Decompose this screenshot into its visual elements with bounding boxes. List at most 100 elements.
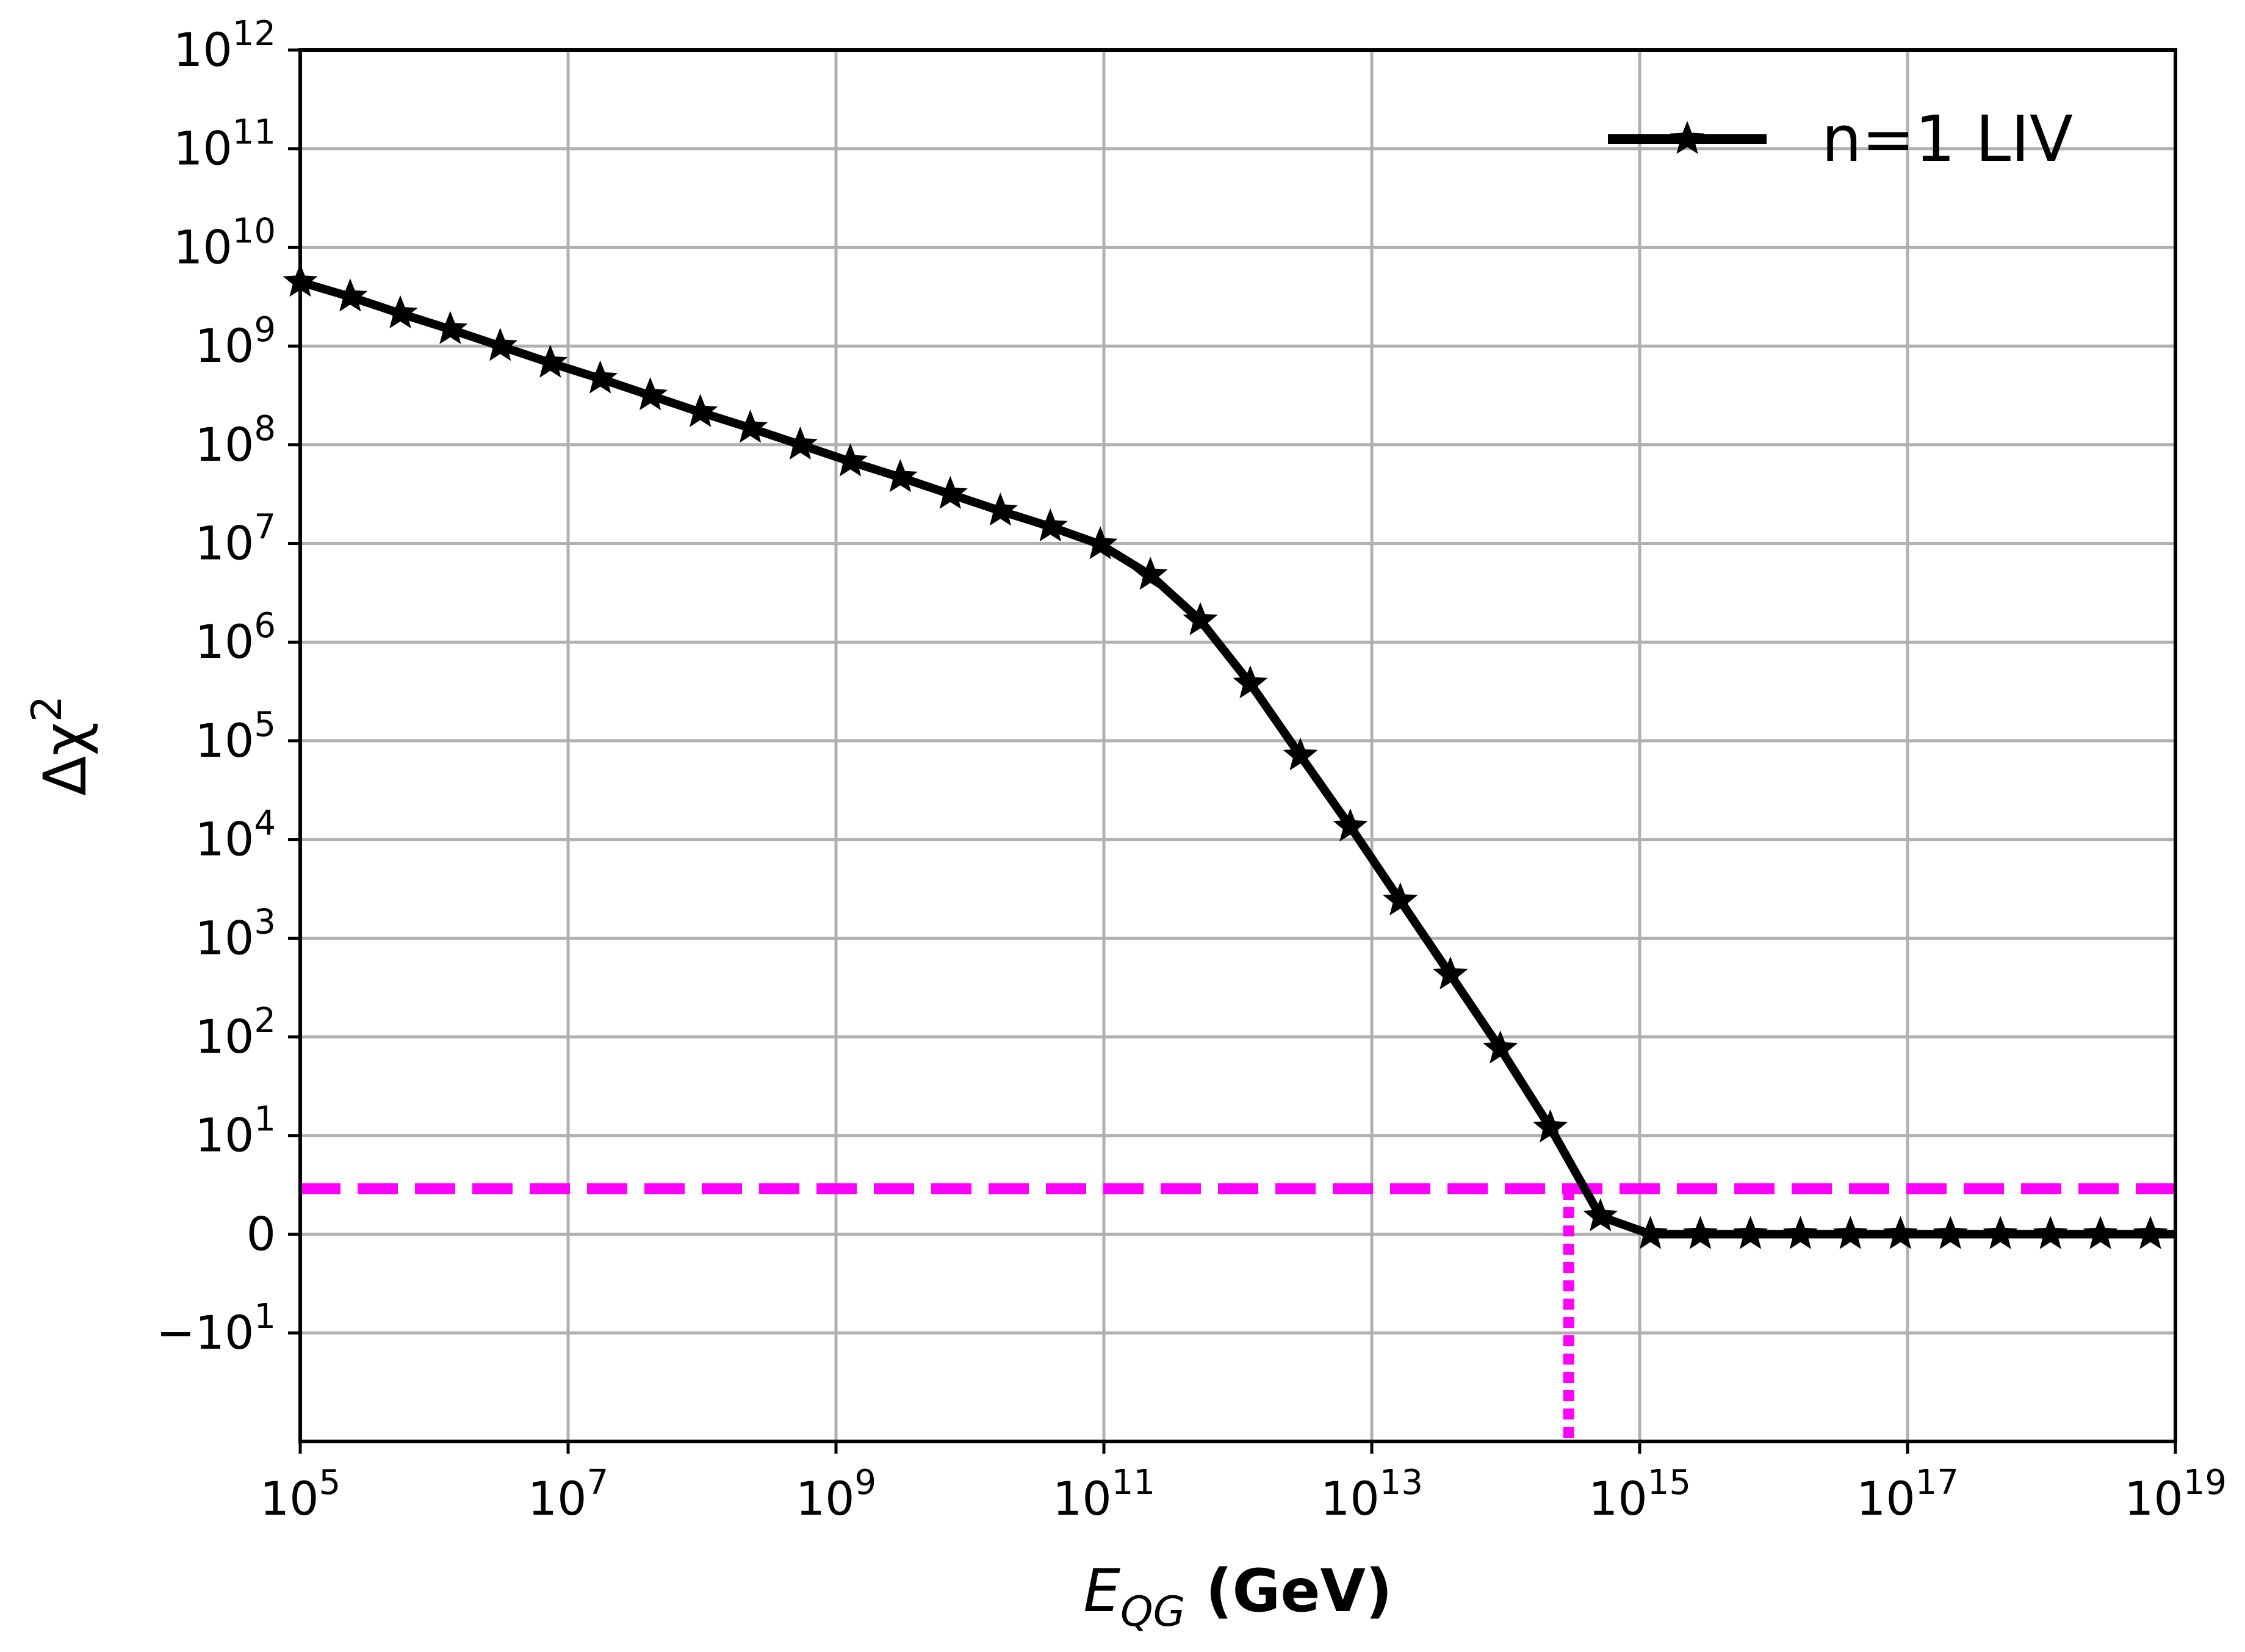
- data-point-marker: [1533, 1109, 1568, 1143]
- data-point-marker: [1832, 1216, 1868, 1249]
- y-tick-label: 102: [195, 1001, 276, 1064]
- data-point-marker: [2083, 1216, 2118, 1249]
- x-tick-label-base: 10: [1321, 1471, 1380, 1526]
- legend-marker: [1670, 121, 1705, 154]
- x-axis-tick-labels: 105 107 109 1011 1013 1015 1017 1019: [260, 1463, 2227, 1526]
- x-tick-label-exponent: 11: [1112, 1463, 1155, 1502]
- data-point-marker: [932, 475, 968, 509]
- legend-label: n=1 LIV: [1822, 102, 2073, 176]
- data-point-marker: [1682, 1216, 1718, 1249]
- y-axis-title-main: Δχ: [31, 722, 99, 796]
- y-tick-label-exponent: 6: [254, 606, 276, 646]
- y-tick-label: 105: [195, 705, 276, 768]
- y-tick-label-base: 10: [195, 911, 254, 965]
- y-axis-title: Δχ2: [23, 696, 99, 796]
- y-tick-label-base: 10: [195, 1305, 254, 1360]
- legend: n=1 LIV: [1608, 102, 2073, 176]
- x-tick-label-base: 10: [1053, 1471, 1112, 1526]
- data-point-marker: [483, 328, 518, 361]
- data-point-marker: [1333, 808, 1368, 842]
- data-point-marker: [1083, 526, 1118, 560]
- data-point-marker: [1933, 1216, 1968, 1249]
- plot-frame: [298, 48, 2177, 1443]
- data-point-marker: [1233, 665, 1268, 699]
- y-tick-label-base: 10: [195, 319, 254, 373]
- y-tick-label-exponent: 8: [254, 409, 276, 449]
- axis-titles: EQG (GeV)Δχ2: [23, 696, 1393, 1636]
- x-axis-title-unit: (GeV): [1185, 1557, 1392, 1625]
- data-point-marker: [782, 426, 818, 460]
- y-tick-label: 1010: [173, 211, 276, 274]
- y-tick-label-exponent: 1: [254, 1100, 276, 1139]
- data-point-marker: [1183, 602, 1218, 635]
- x-tick-label: 1011: [1053, 1463, 1155, 1526]
- data-point-marker: [1133, 557, 1168, 590]
- x-tick-label-exponent: 19: [2183, 1463, 2227, 1502]
- data-point-marker: [1583, 1198, 1618, 1232]
- y-tick-label-exponent: 12: [232, 14, 276, 54]
- y-tick-label: 109: [195, 310, 276, 373]
- data-point-marker: [1733, 1216, 1768, 1249]
- data-point-marker: [433, 311, 468, 344]
- data-point-marker: [1983, 1216, 2018, 1249]
- series-layer: [283, 264, 2175, 1249]
- data-point-marker: [982, 492, 1018, 526]
- data-point-marker: [383, 295, 418, 328]
- x-axis-title-symbol: E: [1083, 1557, 1120, 1625]
- x-tick-label: 1015: [1588, 1463, 1691, 1526]
- axis-ticks: [288, 48, 2177, 1454]
- y-axis-title-superscript: 2: [23, 696, 71, 722]
- x-tick-label-base: 10: [796, 1471, 855, 1526]
- y-tick-label-exponent: 10: [232, 211, 276, 251]
- data-point-marker: [1433, 956, 1468, 990]
- x-tick-label: 1017: [1856, 1463, 1959, 1526]
- y-tick-label-sign: −: [156, 1305, 195, 1360]
- data-point-marker: [833, 443, 868, 477]
- data-point-marker: [1483, 1030, 1518, 1064]
- y-tick-label-base: 0: [247, 1207, 276, 1261]
- data-point-marker: [2033, 1216, 2068, 1249]
- y-tick-label: 107: [195, 508, 276, 571]
- y-tick-label-base: 10: [195, 417, 254, 472]
- y-tick-label-base: 10: [195, 713, 254, 768]
- x-tick-label: 107: [528, 1463, 608, 1526]
- x-tick-label-base: 10: [260, 1471, 319, 1526]
- y-tick-label-exponent: 2: [254, 1001, 276, 1041]
- data-point-marker: [633, 377, 668, 411]
- data-point-marker: [1782, 1216, 1818, 1249]
- y-tick-label-base: 10: [173, 121, 232, 176]
- data-point-marker: [683, 394, 718, 427]
- data-point-marker: [1383, 882, 1418, 916]
- y-tick-label-base: 10: [173, 220, 232, 274]
- threshold-lines: [300, 1183, 2175, 1441]
- y-tick-label-base: 10: [195, 516, 254, 571]
- x-axis-title-subscript: QG: [1120, 1588, 1185, 1636]
- x-tick-label-exponent: 7: [587, 1463, 609, 1502]
- data-point-marker: [333, 278, 368, 312]
- x-tick-label-base: 10: [1588, 1471, 1648, 1526]
- data-point-marker: [533, 344, 568, 378]
- x-tick-label-exponent: 17: [1915, 1463, 1959, 1502]
- x-axis-title: EQG (GeV): [1083, 1557, 1392, 1636]
- x-tick-label-base: 10: [528, 1471, 587, 1526]
- data-point-marker: [733, 409, 768, 443]
- y-tick-label: 104: [195, 804, 276, 867]
- data-point-marker: [1283, 737, 1318, 771]
- y-tick-label-exponent: 9: [254, 310, 276, 350]
- y-tick-label: 0: [247, 1207, 276, 1261]
- x-tick-label-exponent: 5: [319, 1463, 341, 1502]
- x-tick-label: 105: [260, 1463, 341, 1526]
- y-tick-label-exponent: 1: [254, 1297, 276, 1336]
- y-tick-label: −101: [156, 1297, 276, 1360]
- y-tick-label-exponent: 5: [254, 705, 276, 745]
- y-tick-label: 1012: [173, 14, 276, 77]
- y-tick-label-base: 10: [195, 615, 254, 669]
- y-tick-label: 101: [195, 1100, 276, 1163]
- x-tick-label: 109: [796, 1463, 876, 1526]
- x-tick-label: 1013: [1321, 1463, 1423, 1526]
- data-point-marker: [882, 459, 918, 492]
- y-tick-label: 103: [195, 902, 276, 965]
